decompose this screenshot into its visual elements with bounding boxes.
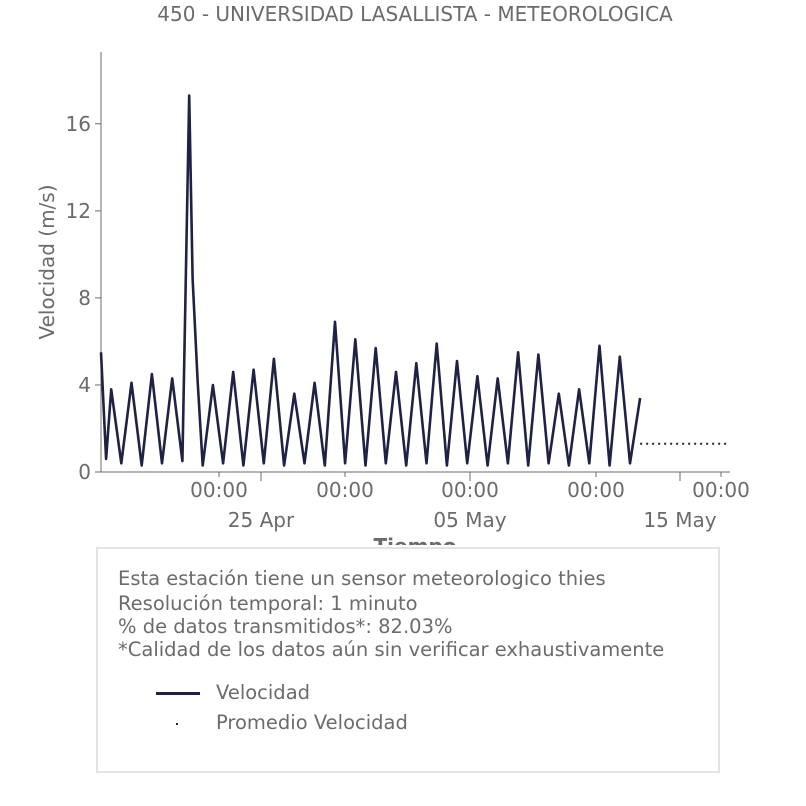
x-minor-tick-label: 00:00 (190, 478, 248, 502)
x-minor-tick-label: 00:00 (316, 478, 374, 502)
x-minor-tick-label: 00:00 (567, 478, 625, 502)
info-resolution-text: Resolución temporal: 1 minuto (118, 592, 418, 615)
legend-dot-swatch (176, 723, 178, 725)
wind-speed-chart: 450 - UNIVERSIDAD LASALLISTA - METEOROLO… (35, 2, 750, 545)
y-tick-label: 0 (78, 460, 91, 484)
chart-title: 450 - UNIVERSIDAD LASALLISTA - METEOROLO… (157, 2, 673, 26)
y-tick-label: 12 (66, 199, 91, 223)
info-quality-note: *Calidad de los datos aún sin verificar … (118, 638, 665, 661)
x-minor-tick-label: 00:00 (441, 478, 499, 502)
x-axis-label: Tiempo (374, 534, 457, 545)
x-minor-tick-label: 00:00 (692, 478, 750, 502)
legend-label-velocidad: Velocidad (216, 681, 311, 704)
y-tick-label: 8 (78, 286, 91, 310)
series-velocidad-line (99, 94, 642, 467)
x-major-tick-label: 15 May (643, 508, 716, 532)
x-major-tick-label: 05 May (433, 508, 506, 532)
x-major-tick-label: 25 Apr (228, 508, 295, 532)
y-tick-label: 16 (66, 112, 91, 136)
legend-line-swatch (156, 692, 200, 695)
info-sensor-text: Esta estación tiene un sensor meteorolog… (118, 567, 606, 590)
info-transmitted-text: % de datos transmitidos*: 82.03% (118, 615, 453, 638)
y-axis-label: Velocidad (m/s) (35, 184, 59, 339)
info-legend-box: Esta estación tiene un sensor meteorolog… (96, 547, 720, 773)
y-tick-label: 4 (78, 373, 91, 397)
legend-label-promedio: Promedio Velocidad (216, 711, 408, 734)
